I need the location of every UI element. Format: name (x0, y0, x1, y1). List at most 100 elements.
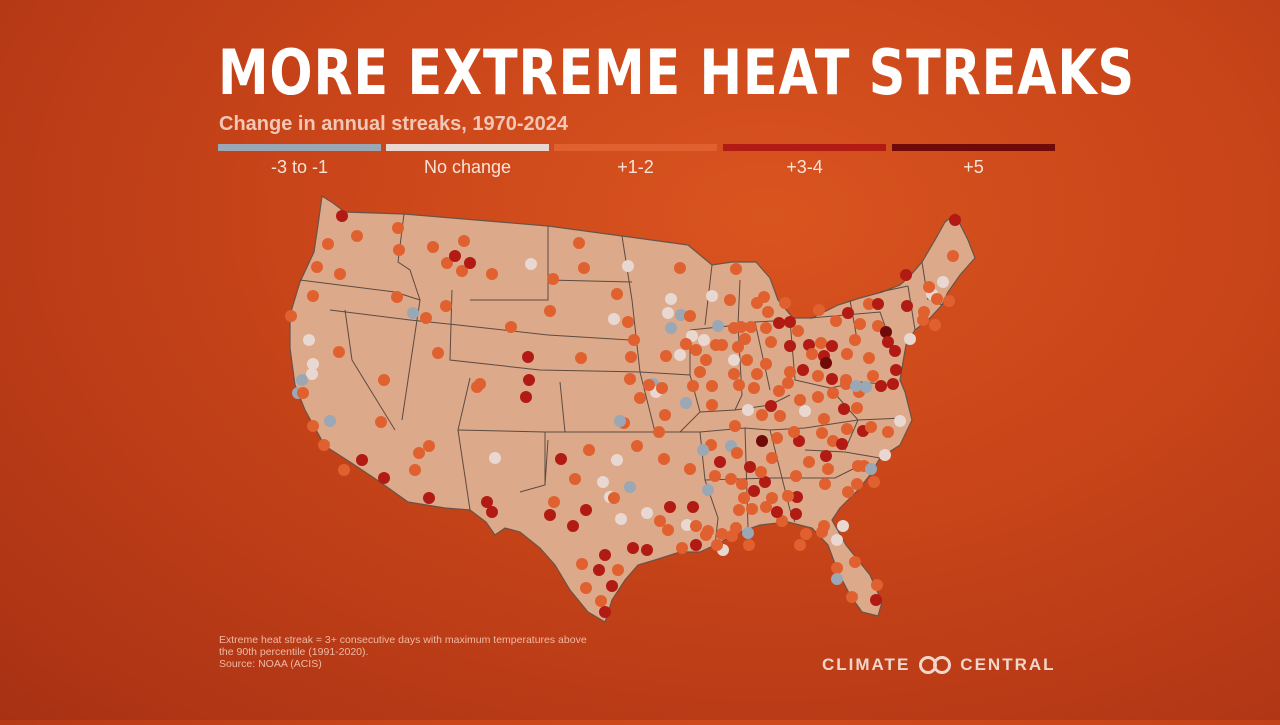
legend-label-plus-1-2: +1-2 (617, 157, 654, 177)
station-dot-plus-1-2 (654, 515, 666, 527)
station-dot-no-change (681, 519, 693, 531)
station-dot-plus-1-2 (420, 312, 432, 324)
legend-item-plus-3-4: +3-4 (723, 144, 886, 178)
station-dot-plus-1-2 (709, 470, 721, 482)
station-dot-plus-3-4 (759, 476, 771, 488)
station-dot-plus-3-4 (900, 269, 912, 281)
legend: -3 to -1 No change +1-2 +3-4 +5 (218, 144, 1055, 180)
station-dot-plus-1-2 (917, 314, 929, 326)
station-dot-plus-1-2 (351, 230, 363, 242)
station-dot-plus-1-2 (580, 582, 592, 594)
station-dot-plus-1-2 (334, 268, 346, 280)
station-dot-plus-3-4 (664, 501, 676, 513)
station-dot-plus-3-4 (567, 520, 579, 532)
station-dot-plus-1-2 (733, 504, 745, 516)
station-dot-plus-1-2 (736, 478, 748, 490)
station-dot-plus-1-2 (738, 492, 750, 504)
station-dot-plus-3-4 (481, 496, 493, 508)
station-dot-plus-1-2 (806, 348, 818, 360)
station-dot-plus-3-4 (714, 456, 726, 468)
station-dot-plus-1-2 (760, 501, 772, 513)
station-dot-plus-1-2 (612, 564, 624, 576)
station-dot-plus-1-2 (931, 293, 943, 305)
station-dot-plus-1-2 (766, 452, 778, 464)
station-dot-plus-1-2 (440, 300, 452, 312)
station-dot-plus-1-2 (392, 222, 404, 234)
brand-right-text: CENTRAL (960, 655, 1056, 674)
station-dot-no-change (831, 534, 843, 546)
station-dot-plus-1-2 (716, 339, 728, 351)
station-dot-plus-1-2 (827, 387, 839, 399)
station-dot-plus-1-2 (576, 558, 588, 570)
station-dot-no-change (799, 405, 811, 417)
station-dot-plus-1-2 (822, 463, 834, 475)
station-dot-plus-1-2 (792, 325, 804, 337)
station-dot-plus-1-2 (625, 351, 637, 363)
us-land (289, 194, 976, 623)
station-dot-plus-1-2 (852, 460, 864, 472)
station-dot-plus-1-2 (854, 318, 866, 330)
station-dot-plus-3-4 (842, 307, 854, 319)
station-dot-no-change (611, 454, 623, 466)
station-dot-plus-3-4 (555, 453, 567, 465)
station-dot-no-change (622, 260, 634, 272)
station-dot-plus-1-2 (746, 503, 758, 515)
station-dot-plus-1-2 (831, 562, 843, 574)
station-dot-plus-3-4 (520, 391, 532, 403)
legend-item-decrease: -3 to -1 (218, 144, 381, 178)
station-dot-plus-1-2 (711, 539, 723, 551)
station-dot-plus-1-2 (694, 366, 706, 378)
station-dot-decrease (865, 463, 877, 475)
station-dot-plus-5 (820, 357, 832, 369)
station-dot-plus-3-4 (836, 438, 848, 450)
station-dot-plus-3-4 (790, 508, 802, 520)
station-dot-plus-1-2 (733, 379, 745, 391)
station-dot-plus-3-4 (423, 492, 435, 504)
station-dot-plus-1-2 (690, 344, 702, 356)
station-dot-plus-1-2 (846, 591, 858, 603)
station-dot-plus-1-2 (849, 556, 861, 568)
station-dot-plus-1-2 (803, 456, 815, 468)
station-dot-plus-1-2 (575, 352, 587, 364)
station-dot-plus-1-2 (867, 370, 879, 382)
station-dot-plus-1-2 (812, 370, 824, 382)
station-dot-no-change (615, 513, 627, 525)
station-dot-plus-1-2 (751, 368, 763, 380)
station-dot-plus-1-2 (788, 426, 800, 438)
station-dot-decrease (831, 573, 843, 585)
station-dot-plus-1-2 (755, 466, 767, 478)
station-dot-plus-1-2 (815, 337, 827, 349)
station-dot-plus-1-2 (731, 447, 743, 459)
station-dot-plus-1-2 (716, 528, 728, 540)
station-dot-plus-1-2 (758, 291, 770, 303)
subtitle: Change in annual streaks, 1970-2024 (219, 113, 569, 135)
legend-item-plus-5: +5 (892, 144, 1055, 178)
station-dot-plus-1-2 (307, 420, 319, 432)
station-dot-plus-1-2 (456, 265, 468, 277)
station-dot-plus-1-2 (544, 305, 556, 317)
station-dot-plus-1-2 (391, 291, 403, 303)
station-dot-plus-5 (756, 435, 768, 447)
station-dot-plus-1-2 (427, 241, 439, 253)
station-dot-plus-1-2 (726, 530, 738, 542)
station-dot-plus-1-2 (680, 338, 692, 350)
station-dot-plus-1-2 (375, 416, 387, 428)
station-dot-no-change (837, 520, 849, 532)
station-dot-plus-1-2 (595, 595, 607, 607)
station-dot-plus-1-2 (658, 453, 670, 465)
legend-label-no-change: No change (423, 157, 512, 177)
station-dot-decrease (697, 444, 709, 456)
station-dot-plus-3-4 (593, 564, 605, 576)
legend-item-no-change: No change (386, 144, 549, 178)
station-dot-plus-1-2 (863, 298, 875, 310)
station-dot-no-change (728, 354, 740, 366)
station-dot-plus-3-4 (690, 539, 702, 551)
station-dot-plus-3-4 (748, 485, 760, 497)
station-dot-plus-1-2 (441, 257, 453, 269)
station-dot-plus-1-2 (653, 426, 665, 438)
station-dot-plus-1-2 (771, 432, 783, 444)
station-dot-plus-1-2 (800, 528, 812, 540)
station-dot-plus-1-2 (830, 315, 842, 327)
station-dot-plus-1-2 (662, 524, 674, 536)
station-dot-plus-1-2 (628, 334, 640, 346)
